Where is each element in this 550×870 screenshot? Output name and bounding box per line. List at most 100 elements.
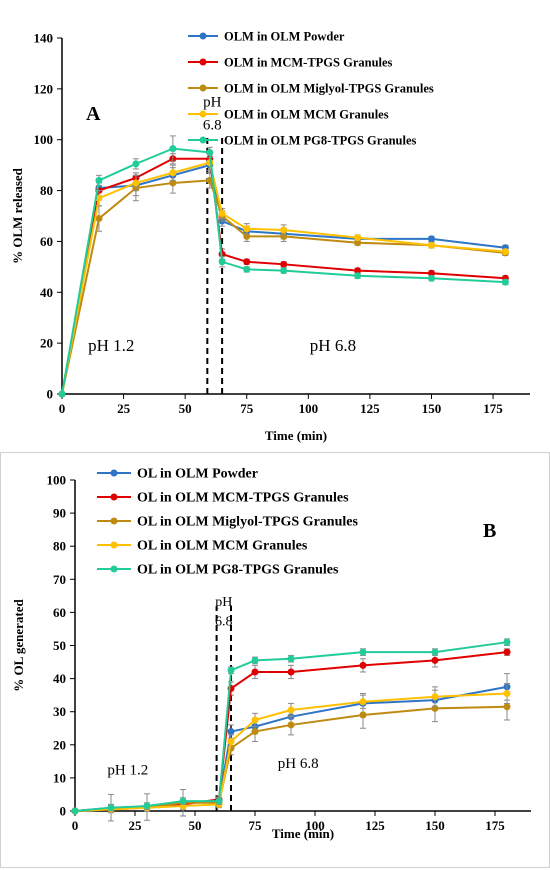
y-tick-label: 0 (60, 804, 67, 819)
data-point (280, 267, 288, 275)
data-point (58, 390, 66, 398)
ph-annotation: pH 1.2 (88, 336, 134, 355)
data-point (431, 693, 439, 701)
chart-b-svg: 0 10 20 30 40 50 60 70 80 90 100 0 25 50 75 100 125 150 17… (11, 467, 531, 841)
legend-swatch-marker (110, 565, 118, 573)
panel-label: B (483, 520, 496, 542)
x-tick-label: 175 (483, 401, 503, 416)
data-point (206, 148, 214, 156)
y-tick-label: 80 (40, 183, 53, 198)
x-tick-label: 150 (422, 401, 442, 416)
x-tick-label: 75 (240, 401, 254, 416)
data-point (71, 807, 79, 815)
y-tick-label: 90 (53, 506, 66, 521)
x-tick-label: 25 (129, 818, 143, 833)
data-point (359, 698, 367, 706)
data-point (359, 661, 367, 669)
x-tick-label: 150 (425, 818, 445, 833)
data-point (354, 234, 362, 242)
legend-label: OL in OLM MCM Granules (137, 539, 308, 554)
y-tick-label: 60 (40, 234, 53, 249)
legend-label: OL in OLM Miglyol-TPGS Granules (137, 515, 358, 530)
legend-swatch-marker (199, 110, 207, 118)
legend-swatch-marker (110, 493, 118, 501)
y-tick-label: 100 (34, 132, 54, 147)
data-point (218, 258, 226, 266)
data-point (107, 804, 115, 812)
y-tick-label: 140 (34, 31, 54, 46)
legend-swatch-marker (199, 58, 207, 66)
legend-swatch-marker (110, 541, 118, 549)
x-tick-label: 25 (117, 401, 131, 416)
x-tick-label: 100 (305, 818, 325, 833)
x-tick-label: 50 (179, 401, 192, 416)
x-axis-title: Time (min) (265, 428, 327, 443)
data-point (251, 668, 259, 676)
data-point (206, 176, 214, 184)
data-point (431, 648, 439, 656)
x-tick-label: 75 (249, 818, 263, 833)
data-point (427, 274, 435, 282)
legend-label: OLM in OLM Powder (224, 30, 345, 44)
data-point (287, 668, 295, 676)
data-point (280, 226, 288, 234)
data-point (243, 265, 251, 273)
legend-label: OLM in OLM Miglyol-TPGS Granules (224, 82, 434, 96)
y-tick-label: 50 (53, 638, 66, 653)
legend-swatch-marker (199, 32, 207, 40)
data-point (359, 648, 367, 656)
data-point (287, 721, 295, 729)
series-line-3 (61, 179, 506, 395)
data-point (427, 269, 435, 277)
data-point (169, 145, 177, 153)
data-point (427, 235, 435, 243)
data-point (359, 711, 367, 719)
y-tick-label: 100 (47, 473, 67, 488)
x-tick-label: 0 (59, 401, 66, 416)
data-point (169, 169, 177, 177)
chart-panel-b: 0 10 20 30 40 50 60 70 80 90 100 0 25 50 75 100 125 150 17… (0, 452, 550, 868)
data-point (251, 728, 259, 736)
x-tick-label: 50 (189, 818, 202, 833)
data-point (179, 797, 187, 805)
chart-a-svg: 0 20 40 60 80 100 120 140 0 25 50 75 100 125 150 175 Tim… (10, 30, 530, 443)
data-point (215, 797, 223, 805)
data-point (501, 248, 509, 256)
data-point (243, 258, 251, 266)
x-tick-label: 125 (360, 401, 380, 416)
data-point (132, 179, 140, 187)
chart-panel-a: 0 20 40 60 80 100 120 140 0 25 50 75 100 125 150 175 Tim… (10, 29, 530, 443)
data-point (354, 239, 362, 247)
data-point (227, 737, 235, 745)
y-axis-title: % OL generated (11, 599, 26, 692)
data-point (503, 648, 511, 656)
data-point (287, 655, 295, 663)
data-point (354, 272, 362, 280)
x-axis-title: Time (min) (272, 826, 334, 841)
legend-label: OL in OLM Powder (137, 467, 258, 482)
y-tick-label: 30 (53, 704, 66, 719)
data-point (354, 267, 362, 275)
legend-swatch-marker (110, 469, 118, 477)
data-point (218, 209, 226, 217)
y-tick-label: 20 (40, 336, 53, 351)
legend-label: OLM in OLM MCM Granules (224, 108, 389, 122)
y-tick-label: 20 (53, 737, 66, 752)
data-point (431, 656, 439, 664)
data-point (503, 703, 511, 711)
data-point (251, 716, 259, 724)
y-tick-label: 40 (40, 285, 53, 300)
ph-annotation: pH 1.2 (107, 763, 148, 779)
ph-annotation: pH (203, 95, 222, 111)
ph-annotation: pH 6.8 (278, 756, 319, 772)
data-point (95, 176, 103, 184)
data-point (243, 225, 251, 233)
legend-swatch-marker (110, 517, 118, 525)
x-tick-label: 100 (299, 401, 319, 416)
x-tick-label: 175 (485, 818, 505, 833)
y-tick-label: 70 (53, 572, 66, 587)
legend-label: OL in OLM MCM-TPGS Granules (137, 491, 349, 506)
y-axis-title: % OLM released (10, 167, 25, 264)
ph-annotation: 6.8 (215, 615, 233, 630)
y-tick-label: 10 (53, 770, 66, 785)
